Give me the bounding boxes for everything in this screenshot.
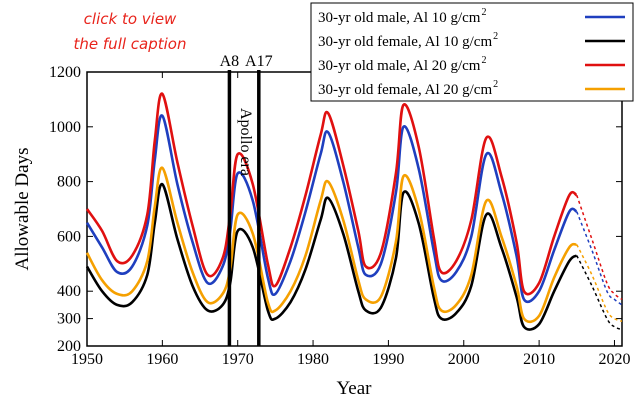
x-tick-label: 1960 [146,351,178,368]
caption-link-line2[interactable]: the full caption [74,35,187,53]
x-tick-label: 2000 [448,351,480,368]
apollo-label-A8: A8 [220,53,240,70]
series-line-2 [85,182,578,331]
x-tick-label: 1980 [297,351,329,368]
legend-label-4: 30-yr old female, Al 20 g/cm [318,82,492,98]
series-forecast-1 [576,211,623,306]
caption-link-line1[interactable]: click to view [84,10,177,28]
y-tick-label: 300 [57,311,81,328]
legend-label-2: 30-yr old female, Al 10 g/cm [318,34,492,50]
legend-label-3: 30-yr old male, Al 20 g/cm [318,58,481,74]
apollo-label-A17: A17 [245,53,273,70]
axis-ticks: 1950 1960 1970 1980 1990 2000 2010 2020 200 300 40… [49,64,630,368]
y-axis-title: Allowable Days [12,148,33,271]
series-line-3 [85,92,578,296]
legend-sup-3: 2 [481,55,486,66]
y-tick-label: 1000 [49,119,81,136]
series-line-4 [85,166,578,324]
y-tick-label: 200 [57,338,81,355]
y-tick-label: 400 [57,283,81,300]
legend-label-1: 30-yr old male, Al 10 g/cm [318,10,481,26]
x-tick-label: 2020 [598,351,630,368]
legend-sup-4: 2 [493,79,498,90]
series-line-1 [85,114,578,304]
legend-box [310,2,634,102]
legend: 30-yr old male, Al 10 g/cm 230-yr old fem… [310,2,634,102]
x-tick-label: 2010 [523,351,555,368]
series-forecast-3 [576,195,623,301]
y-tick-label: 800 [57,174,81,191]
x-tick-label: 1950 [71,351,103,368]
series-forecast-4 [576,244,623,323]
x-tick-label: 1990 [372,351,404,368]
y-tick-label: 1200 [49,64,81,81]
apollo-era-label: Apollo era [237,108,254,176]
y-tick-label: 600 [57,228,81,245]
legend-sup-1: 2 [481,7,486,18]
series-lines [85,92,623,331]
x-tick-label: 1970 [222,351,254,368]
apollo-lines: A8 A17 [220,53,273,346]
x-axis-title: Year [336,378,372,399]
legend-sup-2: 2 [493,31,498,42]
